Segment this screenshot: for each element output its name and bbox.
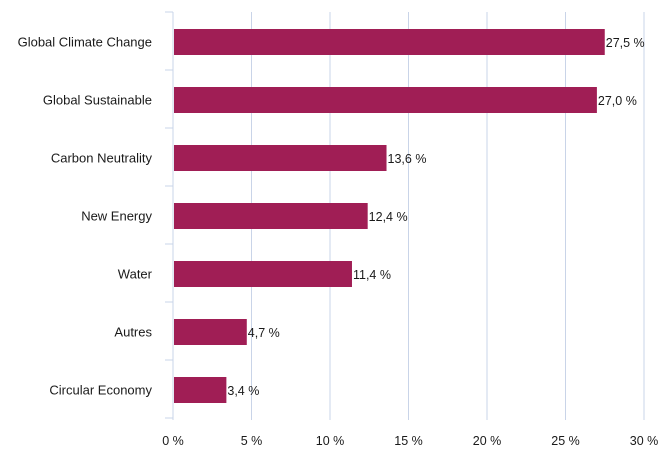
category-label: Water bbox=[118, 267, 153, 282]
bar bbox=[174, 377, 227, 403]
category-label: Carbon Neutrality bbox=[51, 151, 153, 166]
x-tick-label: 25 % bbox=[551, 434, 580, 448]
value-label: 4,7 % bbox=[248, 326, 280, 340]
value-label: 27,5 % bbox=[606, 36, 645, 50]
bars bbox=[174, 29, 605, 403]
x-tick-label: 10 % bbox=[316, 434, 345, 448]
x-tick-label: 0 % bbox=[162, 434, 184, 448]
x-tick-labels: 0 % 5 % 10 % 15 % 20 % 25 % 30 % bbox=[162, 434, 658, 448]
category-label: New Energy bbox=[81, 209, 152, 224]
x-tick-label: 30 % bbox=[630, 434, 658, 448]
bar bbox=[174, 29, 605, 55]
value-labels: 27,5 % 27,0 % 13,6 % 12,4 % 11,4 % 4,7 % 3,4 % bbox=[227, 36, 644, 398]
x-tick-label: 15 % bbox=[394, 434, 423, 448]
category-label: Circular Economy bbox=[49, 383, 152, 398]
category-label: Global Climate Change bbox=[18, 35, 152, 50]
value-label: 27,0 % bbox=[598, 94, 637, 108]
category-label: Autres bbox=[114, 325, 152, 340]
value-label: 12,4 % bbox=[369, 210, 408, 224]
bar bbox=[174, 261, 352, 287]
bar bbox=[174, 87, 597, 113]
category-labels: Global Climate Change Global Sustainable C… bbox=[18, 35, 153, 398]
bar bbox=[174, 145, 387, 171]
value-label: 3,4 % bbox=[227, 384, 259, 398]
value-label: 11,4 % bbox=[353, 268, 391, 282]
grid-lines bbox=[165, 11, 645, 420]
category-label: Global Sustainable bbox=[43, 93, 152, 108]
value-label: 13,6 % bbox=[388, 152, 427, 166]
x-tick-label: 5 % bbox=[241, 434, 263, 448]
x-tick-label: 20 % bbox=[473, 434, 502, 448]
bar bbox=[174, 319, 247, 345]
bar bbox=[174, 203, 368, 229]
